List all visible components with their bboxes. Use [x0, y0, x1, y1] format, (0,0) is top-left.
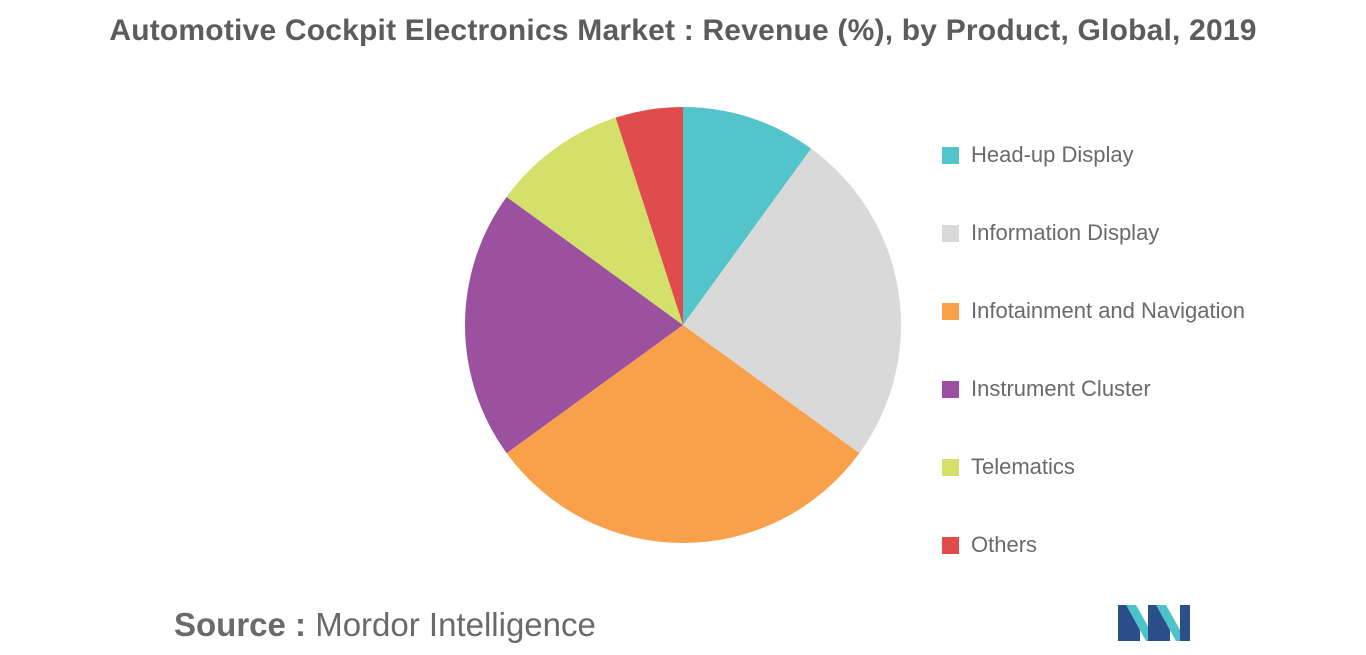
pie-slice-information-display — [683, 148, 901, 454]
legend-swatch — [942, 536, 959, 554]
pie-slice-head-up-display — [683, 107, 812, 325]
legend-label: Head-up Display — [971, 142, 1134, 167]
legend-label: Instrument Cluster — [971, 376, 1151, 401]
legend-swatch — [942, 224, 959, 242]
source-line: Source : Mordor Intelligence — [174, 606, 596, 644]
legend-swatch — [942, 458, 959, 476]
legend-swatch — [942, 146, 959, 164]
chart-title: Automotive Cockpit Electronics Market : … — [109, 14, 1257, 47]
source-prefix: Source : — [174, 606, 307, 643]
pie-slice-infotainment-and-navigation — [506, 325, 860, 543]
pie-slice-instrument-cluster — [465, 196, 683, 454]
legend-label: Information Display — [971, 220, 1160, 245]
pie-slice-telematics — [506, 117, 683, 325]
legend-label: Others — [971, 532, 1038, 557]
legend-item-others: Others — [942, 506, 1342, 584]
legend-swatch — [942, 380, 959, 398]
legend-item-telematics: Telematics — [942, 428, 1342, 506]
legend-swatch — [942, 302, 959, 320]
mordor-intelligence-logo-icon — [1118, 605, 1190, 641]
legend-item-infotainment-and-navigation: Infotainment and Navigation — [942, 272, 1342, 350]
legend-label: Telematics — [971, 454, 1075, 479]
legend-item-head-up-display: Head-up Display — [942, 116, 1342, 194]
legend-item-information-display: Information Display — [942, 194, 1342, 272]
legend-label: Infotainment and Navigation — [971, 298, 1245, 323]
source-name: Mordor Intelligence — [315, 606, 596, 643]
pie-slice-others — [615, 107, 683, 325]
legend-item-instrument-cluster: Instrument Cluster — [942, 350, 1342, 428]
legend: Head-up Display Information Display Info… — [942, 116, 1342, 584]
